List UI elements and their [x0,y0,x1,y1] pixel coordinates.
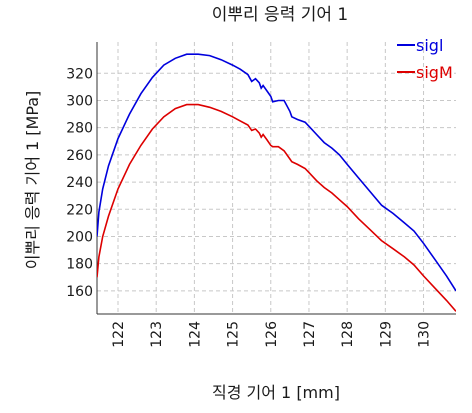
x-tick-label: 126 [264,321,280,348]
y-tick-label: 300 [66,93,93,109]
y-tick-label: 200 [66,229,93,245]
x-tick-label: 123 [149,321,165,348]
series-line-sigM [97,103,456,312]
axes [96,42,456,315]
series-layer [97,53,456,312]
chart-title: 이뿌리 응력 기어 1 [212,5,349,25]
series-line-sigl [97,53,456,292]
tick-labels: 122 123 124 125 126 127 128 129 130 160 180 200 220 2… [66,66,432,347]
x-tick-label: 125 [226,321,242,348]
y-tick-label: 320 [66,66,93,82]
y-tick-label: 160 [66,284,93,300]
x-tick-label: 128 [340,321,356,348]
x-tick-label: 127 [302,321,318,348]
y-tick-label: 280 [66,121,93,137]
x-axis-label: 직경 기어 1 [mm] [212,383,340,402]
legend-label-sigl: sigl [416,36,443,55]
x-tick-label: 129 [378,321,394,348]
x-tick-label: 124 [187,321,203,348]
y-tick-label: 240 [66,175,93,191]
y-tick-label: 180 [66,257,93,273]
legend: sigl sigM [397,36,453,82]
grid [97,42,456,314]
x-tick-label: 130 [417,321,433,348]
legend-label-sigM: sigM [416,63,453,82]
x-tick-label: 122 [111,321,127,348]
y-tick-label: 260 [66,148,93,164]
y-tick-label: 220 [66,202,93,218]
y-axis-label: 이뿌리 응력 기어 1 [MPa] [23,91,42,270]
